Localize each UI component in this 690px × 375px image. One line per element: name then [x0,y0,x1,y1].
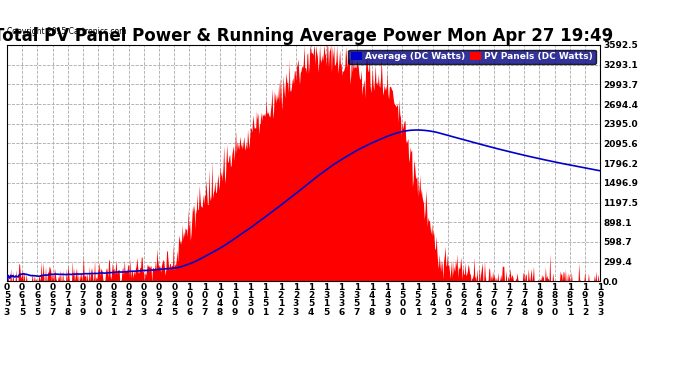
Text: Copyright 2015 Cartronics.com: Copyright 2015 Cartronics.com [7,27,126,36]
Legend: Average (DC Watts), PV Panels (DC Watts): Average (DC Watts), PV Panels (DC Watts) [348,50,595,64]
Title: Total PV Panel Power & Running Average Power Mon Apr 27 19:49: Total PV Panel Power & Running Average P… [0,27,613,45]
